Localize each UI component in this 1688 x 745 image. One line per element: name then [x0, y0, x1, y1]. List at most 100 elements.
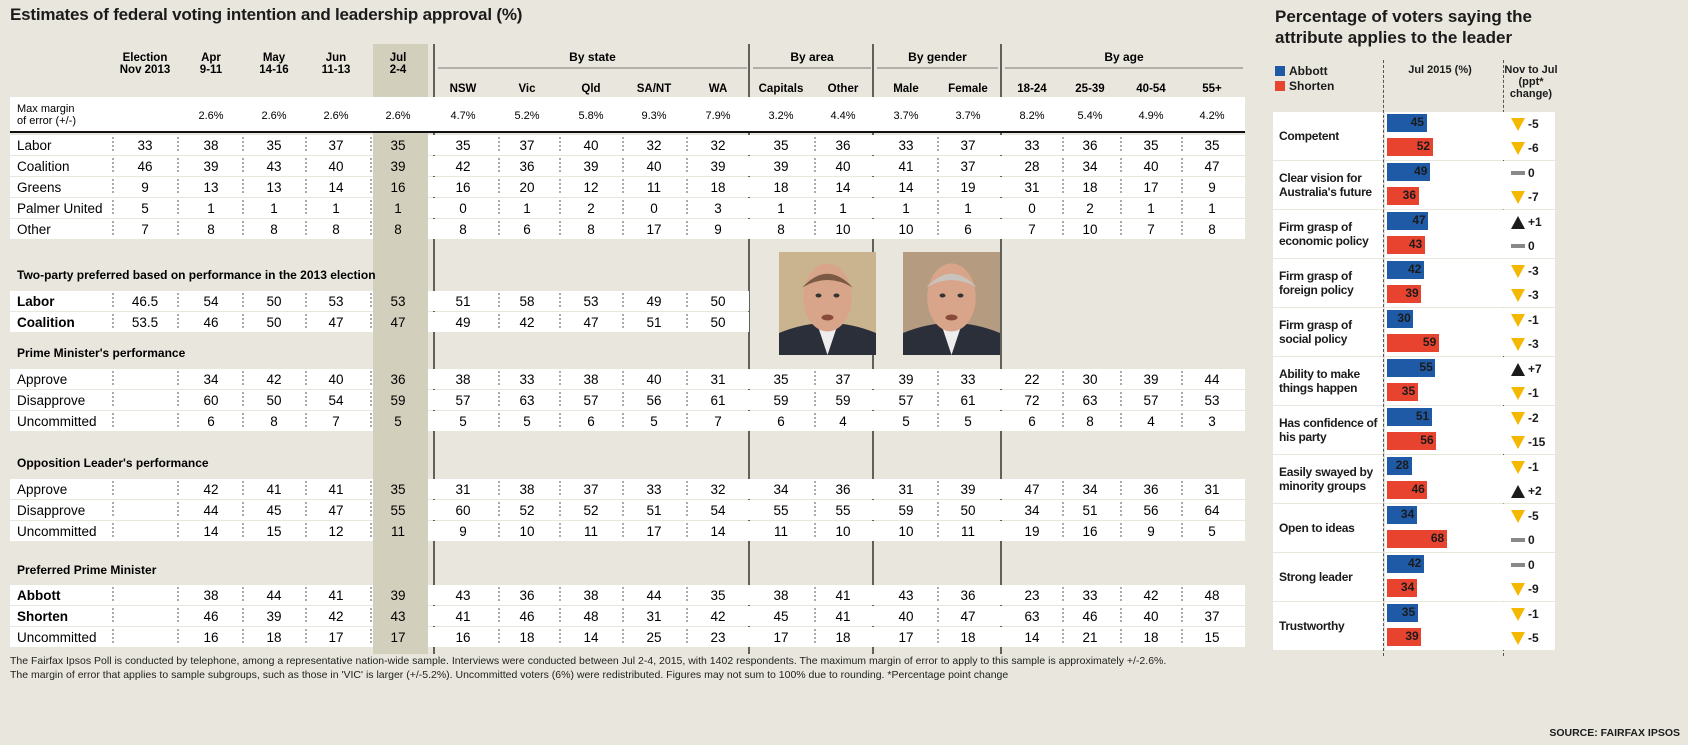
abbott-bar	[1387, 555, 1424, 573]
change-value: -3	[1528, 337, 1539, 351]
table-cell: 52	[519, 503, 534, 518]
table-cell: 34	[203, 372, 219, 387]
table-cell: 31	[1024, 180, 1039, 195]
change-cell: -5 0	[1503, 504, 1555, 552]
table-row-bg	[10, 479, 1245, 499]
table-cell: 46	[203, 315, 218, 330]
table-cell: 34	[1082, 482, 1098, 497]
abbott-bar-label: 51	[1415, 409, 1430, 423]
table-cell: 28	[1024, 159, 1039, 174]
table-cell: 47	[328, 315, 343, 330]
jul-cell-bg	[373, 291, 428, 311]
table-cell: 37	[519, 138, 534, 153]
column-header: Female	[948, 83, 988, 95]
table-cell: 50	[710, 315, 725, 330]
table-cell: 39	[266, 609, 281, 624]
abbott-bar-label: 34	[1400, 507, 1415, 521]
margin-value: 3.2%	[768, 110, 793, 122]
table-cell: 16	[1082, 524, 1097, 539]
attribute-label: Clear vision for Australia's future	[1273, 161, 1383, 209]
margin-value: 5.4%	[1077, 110, 1102, 122]
shorten-bar	[1387, 530, 1447, 548]
section-heading: Two-party preferred based on performance…	[17, 268, 376, 282]
column-header: 2-4	[390, 64, 407, 76]
abbott-bar	[1387, 506, 1417, 524]
no-change-icon	[1511, 244, 1525, 248]
margin-value: 4.4%	[830, 110, 855, 122]
table-cell: 0	[1028, 201, 1036, 216]
table-cell: 10	[898, 222, 913, 237]
shorten-bar-label: 56	[1420, 433, 1434, 447]
table-cell: 15	[266, 524, 281, 539]
down-arrow-icon	[1511, 460, 1525, 474]
row-label: Uncommitted	[17, 524, 97, 539]
change-cell: -1 -3	[1503, 308, 1555, 356]
table-cell: 41	[455, 609, 470, 624]
shorten-bar-label: 59	[1422, 335, 1437, 349]
table-cell: 8	[394, 222, 402, 237]
table-cell: 42	[519, 315, 534, 330]
shorten-photo	[903, 252, 1000, 355]
jul-cell-bg	[373, 156, 428, 176]
table-cell: 32	[710, 138, 725, 153]
table-cell: 34	[1082, 159, 1098, 174]
table-cell: 3	[714, 201, 722, 216]
table-cell: 49	[455, 315, 470, 330]
voting-intention-table: Estimates of federal voting intention an…	[10, 5, 1245, 681]
table-cell: 40	[1143, 609, 1158, 624]
table-cell: 33	[519, 372, 534, 387]
table-cell: 37	[960, 138, 975, 153]
table-cell: 59	[773, 393, 788, 408]
table-cell: 9	[141, 180, 149, 195]
section-heading: Opposition Leader's performance	[17, 456, 209, 470]
change-value: -1	[1528, 313, 1539, 327]
table-cell: 53	[1204, 393, 1219, 408]
source-credit: SOURCE: FAIRFAX IPSOS	[1549, 727, 1680, 739]
table-cell: 48	[583, 609, 598, 624]
table-cell: 36	[519, 159, 534, 174]
column-header: Election	[123, 52, 168, 64]
table-cell: 39	[1143, 372, 1158, 387]
table-cell: 63	[1082, 393, 1097, 408]
row-label: Greens	[17, 180, 62, 195]
table-cell: 42	[328, 609, 343, 624]
table-cell: 36	[835, 138, 850, 153]
table-cell: 9	[459, 524, 467, 539]
change-value: -15	[1528, 435, 1546, 449]
table-cell: 18	[266, 630, 281, 645]
change-value: 0	[1528, 558, 1535, 572]
table-cell: 4	[839, 414, 847, 429]
margin-value: 4.9%	[1138, 110, 1163, 122]
table-cell: 61	[960, 393, 975, 408]
margin-value: 5.8%	[578, 110, 603, 122]
table-cell: 23	[1024, 588, 1039, 603]
table-cell: 38	[583, 372, 598, 387]
margin-value: 2.6%	[323, 110, 348, 122]
column-header: Qld	[581, 83, 600, 95]
table-cell: 5	[459, 414, 467, 429]
table-cell: 12	[583, 180, 598, 195]
table-cell: 1	[332, 201, 340, 216]
table-row-bg	[10, 585, 1245, 605]
bar-cell: 28 46	[1385, 455, 1503, 503]
table-cell: 19	[1024, 524, 1039, 539]
down-arrow-icon	[1511, 582, 1525, 596]
table-cell: 7	[141, 222, 149, 237]
jul-cell-bg	[373, 627, 428, 647]
table-cell: 2	[587, 201, 595, 216]
margin-value: 4.7%	[450, 110, 475, 122]
shorten-bar	[1387, 334, 1439, 352]
table-cell: 72	[1024, 393, 1039, 408]
jul-cell-bg	[373, 135, 428, 155]
jul-cell-bg	[373, 390, 428, 410]
table-cell: 60	[203, 393, 218, 408]
change-value: +7	[1528, 362, 1542, 376]
change-value: -1	[1528, 460, 1539, 474]
margin-value: 2.6%	[385, 110, 410, 122]
table-cell: 31	[1204, 482, 1219, 497]
margin-value: 8.2%	[1019, 110, 1044, 122]
table-cell: 11	[647, 180, 661, 195]
abbott-bar	[1387, 604, 1418, 622]
table-cell: 50	[266, 393, 281, 408]
change-value: 0	[1528, 166, 1535, 180]
